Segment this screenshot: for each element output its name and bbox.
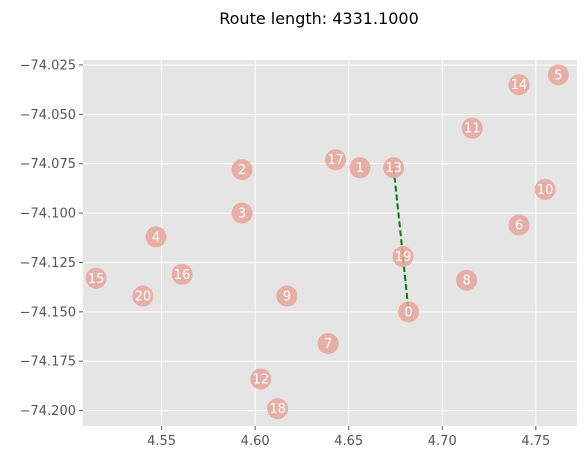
node-marker xyxy=(508,214,530,236)
node-label: 11 xyxy=(464,122,481,137)
route-node-15: 15 xyxy=(85,267,107,289)
node-label: 16 xyxy=(174,268,191,283)
node-marker xyxy=(231,159,253,181)
route-node-0: 0 xyxy=(398,301,420,323)
node-marker xyxy=(547,64,569,86)
node-marker xyxy=(456,269,478,291)
route-node-11: 11 xyxy=(461,117,483,139)
node-label: 14 xyxy=(511,78,528,93)
route-node-20: 20 xyxy=(132,285,154,307)
y-tick-label: −74.100 xyxy=(20,207,76,222)
node-marker xyxy=(398,301,420,323)
route-node-10: 10 xyxy=(534,178,556,200)
node-label: 0 xyxy=(404,305,412,320)
y-tick-label: −74.050 xyxy=(20,108,76,123)
node-marker xyxy=(461,117,483,139)
route-node-2: 2 xyxy=(231,159,253,181)
node-label: 3 xyxy=(238,207,246,222)
node-marker xyxy=(325,149,347,171)
y-tick-label: −74.175 xyxy=(20,355,76,370)
route-node-13: 13 xyxy=(383,157,405,179)
route-node-16: 16 xyxy=(171,263,193,285)
node-label: 17 xyxy=(327,153,344,168)
node-marker xyxy=(276,285,298,307)
node-label: 2 xyxy=(238,163,246,178)
route-node-14: 14 xyxy=(508,74,530,96)
x-tick-label: 4.65 xyxy=(334,434,363,449)
x-tick-label: 4.55 xyxy=(147,434,176,449)
route-node-17: 17 xyxy=(325,149,347,171)
route-path xyxy=(392,167,410,312)
x-axis-ticks: 4.55 4.60 4.65 4.70 4.75 xyxy=(147,426,550,449)
route-node-9: 9 xyxy=(276,285,298,307)
node-label: 5 xyxy=(554,68,562,83)
route-node-19: 19 xyxy=(392,246,414,268)
node-marker xyxy=(132,285,154,307)
node-marker xyxy=(250,368,272,390)
node-label: 10 xyxy=(537,183,554,198)
node-label: 19 xyxy=(395,250,412,265)
route-node-6: 6 xyxy=(508,214,530,236)
node-marker xyxy=(392,246,414,268)
y-tick-label: −74.200 xyxy=(20,404,76,419)
node-marker xyxy=(145,226,167,248)
grid xyxy=(83,60,577,426)
route-segment xyxy=(392,167,410,312)
y-tick-label: −74.025 xyxy=(20,58,76,73)
x-tick-label: 4.70 xyxy=(428,434,457,449)
x-tick-label: 4.60 xyxy=(241,434,270,449)
chart-title: Route length: 4331.1000 xyxy=(219,9,419,28)
node-label: 6 xyxy=(515,218,523,233)
node-label: 13 xyxy=(385,161,402,176)
node-label: 7 xyxy=(324,337,332,352)
y-axis-ticks: −74.025 −74.050 −74.075 −74.100 −74.125 −74.1… xyxy=(20,58,83,419)
node-label: 15 xyxy=(88,272,105,287)
y-tick-label: −74.150 xyxy=(20,305,76,320)
node-marker xyxy=(231,202,253,224)
route-node-8: 8 xyxy=(456,269,478,291)
node-label: 9 xyxy=(283,290,291,305)
route-node-3: 3 xyxy=(231,202,253,224)
route-node-12: 12 xyxy=(250,368,272,390)
y-tick-label: −74.125 xyxy=(20,256,76,271)
node-label: 12 xyxy=(252,372,269,387)
node-label: 1 xyxy=(356,161,364,176)
plot-area xyxy=(83,60,577,426)
route-node-5: 5 xyxy=(547,64,569,86)
node-marker xyxy=(171,263,193,285)
node-marker xyxy=(317,332,339,354)
route-node-1: 1 xyxy=(349,157,371,179)
node-label: 18 xyxy=(269,402,286,417)
node-label: 8 xyxy=(462,274,470,289)
x-tick-label: 4.75 xyxy=(521,434,550,449)
node-marker xyxy=(85,267,107,289)
route-node-4: 4 xyxy=(145,226,167,248)
node-marker xyxy=(349,157,371,179)
node-marker xyxy=(508,74,530,96)
node-label: 20 xyxy=(135,290,152,305)
route-node-7: 7 xyxy=(317,332,339,354)
route-node-18: 18 xyxy=(267,398,289,420)
node-marker xyxy=(267,398,289,420)
node-marker xyxy=(383,157,405,179)
node-label: 4 xyxy=(152,230,160,245)
y-tick-label: −74.075 xyxy=(20,157,76,172)
node-marker xyxy=(534,178,556,200)
